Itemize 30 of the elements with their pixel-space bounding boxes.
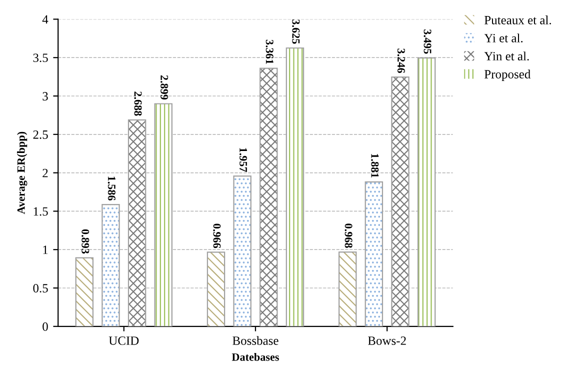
data-label: 0.968 bbox=[344, 224, 352, 248]
legend-label: Puteaux et al. bbox=[484, 16, 552, 24]
data-label: 2.688 bbox=[134, 92, 142, 116]
data-label: 2.899 bbox=[160, 75, 168, 100]
y-tick-label: 0.5 bbox=[33, 284, 48, 293]
data-label: 3.625 bbox=[292, 20, 300, 44]
data-label: 3.361 bbox=[266, 40, 274, 64]
data-label: 0.966 bbox=[213, 224, 221, 248]
x-tick-label: UCID bbox=[108, 336, 139, 345]
y-tick-label: 4 bbox=[42, 15, 48, 24]
y-tick-label: 3.5 bbox=[33, 54, 48, 62]
y-axis-title: Average ER(bpp) bbox=[17, 132, 28, 214]
data-label: 1.957 bbox=[240, 148, 248, 172]
data-label: 1.586 bbox=[108, 176, 116, 200]
legend-label: Proposed bbox=[484, 70, 531, 81]
y-tick-label: 3 bbox=[42, 92, 48, 100]
y-tick-label: 2.5 bbox=[33, 130, 48, 139]
x-tick-label: Bossbase bbox=[232, 336, 278, 345]
data-label: 3.495 bbox=[424, 30, 432, 54]
data-label: 3.246 bbox=[397, 48, 405, 73]
legend-label: Yi et al. bbox=[484, 34, 523, 42]
data-label: 1.881 bbox=[371, 154, 379, 178]
y-tick-label: 1 bbox=[43, 246, 48, 254]
x-tick-label: Bows-2 bbox=[368, 336, 406, 345]
y-tick-label: 2 bbox=[42, 168, 48, 178]
y-tick-label: 0 bbox=[42, 322, 48, 331]
y-tick-label: 1.5 bbox=[34, 207, 48, 216]
legend-label: Yin et al. bbox=[484, 52, 529, 60]
x-axis-title: Datebases bbox=[232, 353, 279, 361]
data-label: 0.893 bbox=[82, 229, 90, 254]
